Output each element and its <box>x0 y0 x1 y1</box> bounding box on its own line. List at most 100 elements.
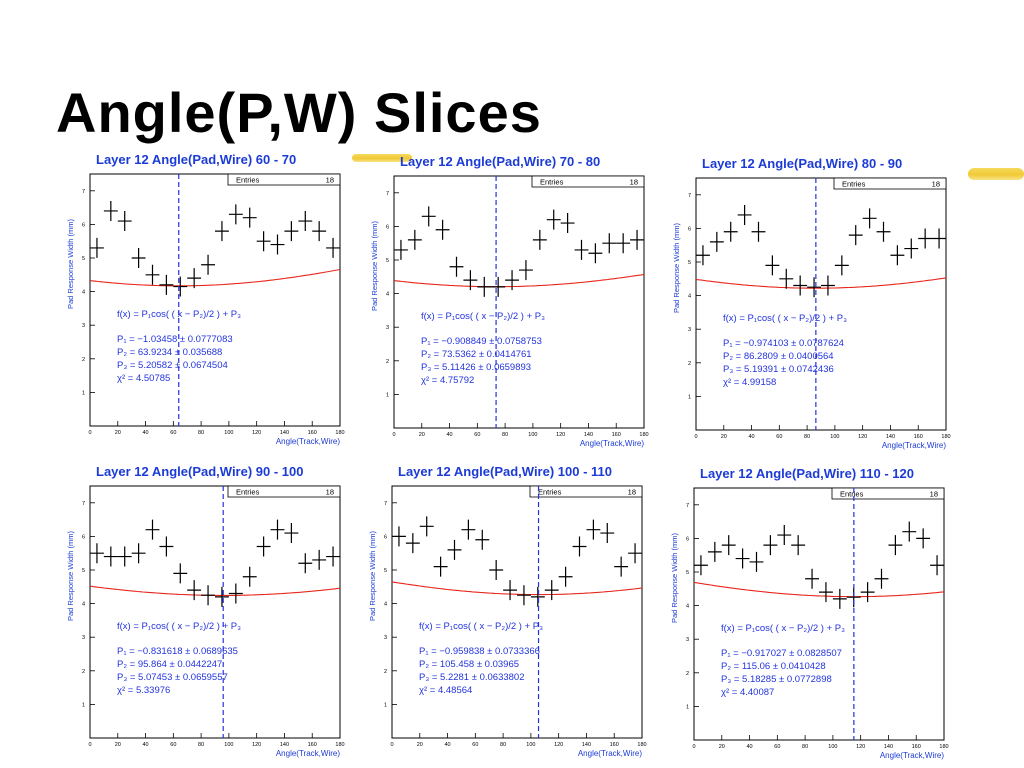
y-tick-label: 3 <box>688 327 691 333</box>
fit-param-line: χ² = 4.40087 <box>721 687 774 698</box>
x-tick-label: 0 <box>392 432 395 438</box>
y-tick-label: 3 <box>82 635 85 641</box>
data-point <box>228 583 243 604</box>
data-point <box>90 237 104 258</box>
fit-panel-5-svg: Layer 12 Angle(Pad,Wire) 100 - 110 Entrie… <box>368 464 647 758</box>
y-axis-label: Pad Response Width (mm) <box>66 218 75 309</box>
data-point <box>475 529 490 550</box>
x-tick-label: 120 <box>554 742 563 748</box>
stats-value: 18 <box>326 176 334 185</box>
data-point <box>215 586 229 607</box>
data-point <box>777 525 792 546</box>
chart-title: Layer 12 Angle(Pad,Wire) 110 - 120 <box>700 466 914 481</box>
fit-panel-1: Layer 12 Angle(Pad,Wire) 60 - 70 Entries 1… <box>62 148 352 448</box>
fit-panel-5: Layer 12 Angle(Pad,Wire) 100 - 110 Entrie… <box>364 460 654 760</box>
x-tick-label: 0 <box>692 744 695 750</box>
fit-panel-2: Layer 12 Angle(Pad,Wire) 70 - 80 Entries 1… <box>366 150 656 450</box>
y-tick-label: 6 <box>384 534 387 540</box>
data-point <box>930 555 944 576</box>
y-tick-label: 2 <box>688 361 691 367</box>
x-tick-label: 140 <box>884 744 893 750</box>
chart-title: Layer 12 Angle(Pad,Wire) 80 - 90 <box>702 156 902 171</box>
data-point <box>159 536 174 557</box>
data-point <box>630 229 644 250</box>
data-point <box>461 519 476 540</box>
data-point <box>131 248 146 268</box>
y-tick-label: 5 <box>686 570 689 576</box>
fit-curve <box>391 581 643 596</box>
data-point <box>312 549 327 570</box>
data-point <box>215 221 229 242</box>
data-point <box>696 245 710 266</box>
stats-value: 18 <box>932 180 940 189</box>
plot-frame <box>391 485 643 739</box>
y-tick-label: 6 <box>386 224 389 230</box>
data-point <box>628 543 642 564</box>
data-point <box>503 580 517 601</box>
y-tick-label: 2 <box>384 669 387 675</box>
data-point <box>765 255 780 276</box>
y-tick-label: 4 <box>82 290 85 296</box>
data-point <box>779 268 794 289</box>
x-tick-label: 100 <box>224 430 233 436</box>
x-tick-label: 20 <box>719 744 725 750</box>
x-tick-label: 100 <box>830 434 839 440</box>
data-point <box>447 539 462 560</box>
x-tick-label: 180 <box>939 744 948 750</box>
x-tick-label: 20 <box>115 742 121 748</box>
y-tick-label: 6 <box>82 222 85 228</box>
data-point <box>735 548 750 569</box>
y-tick-label: 3 <box>384 635 387 641</box>
data-point <box>173 563 188 584</box>
y-tick-label: 2 <box>686 671 689 677</box>
x-tick-label: 60 <box>170 742 176 748</box>
x-tick-label: 160 <box>914 434 923 440</box>
data-point <box>405 533 420 554</box>
data-point <box>489 560 504 580</box>
stats-box <box>227 485 341 498</box>
fit-param-line: P₂ = 63.9234 ± 0.035688 <box>117 347 222 358</box>
x-tick-label: 140 <box>584 432 593 438</box>
x-tick-label: 60 <box>474 432 480 438</box>
data-point <box>890 245 905 266</box>
data-point <box>477 276 492 297</box>
x-tick-label: 80 <box>802 744 808 750</box>
data-point <box>519 260 533 281</box>
fit-param-line: P₁ = −1.03458 ± 0.0777083 <box>117 334 233 345</box>
x-tick-label: 120 <box>858 434 867 440</box>
data-point <box>614 556 629 577</box>
data-point <box>491 276 506 297</box>
data-point <box>256 536 271 557</box>
fit-curve <box>695 277 947 289</box>
x-tick-label: 140 <box>582 742 591 748</box>
y-tick-label: 2 <box>82 357 85 363</box>
stats-label: Entries <box>236 176 260 185</box>
data-point <box>284 221 299 242</box>
data-point <box>586 519 601 540</box>
x-tick-label: 160 <box>308 430 317 436</box>
stats-value: 18 <box>630 178 638 187</box>
data-point <box>242 566 257 587</box>
stats-value: 18 <box>326 488 334 497</box>
data-point <box>749 551 764 572</box>
x-tick-label: 160 <box>612 432 621 438</box>
data-point <box>848 225 863 246</box>
data-point <box>709 231 724 252</box>
data-point <box>131 543 146 564</box>
data-point <box>394 239 408 260</box>
fit-curve <box>693 581 945 598</box>
fit-curve <box>393 273 645 288</box>
stats-value: 18 <box>930 490 938 499</box>
data-point <box>904 238 919 259</box>
y-tick-label: 1 <box>688 394 691 400</box>
data-point <box>117 211 132 232</box>
data-point <box>763 535 778 556</box>
x-tick-label: 100 <box>528 432 537 438</box>
data-point <box>588 243 603 264</box>
data-point <box>530 586 545 607</box>
fit-param-line: χ² = 4.48564 <box>419 685 472 696</box>
data-point <box>834 255 849 276</box>
x-tick-label: 120 <box>556 432 565 438</box>
data-point <box>544 580 559 601</box>
plot-frame <box>89 173 341 427</box>
